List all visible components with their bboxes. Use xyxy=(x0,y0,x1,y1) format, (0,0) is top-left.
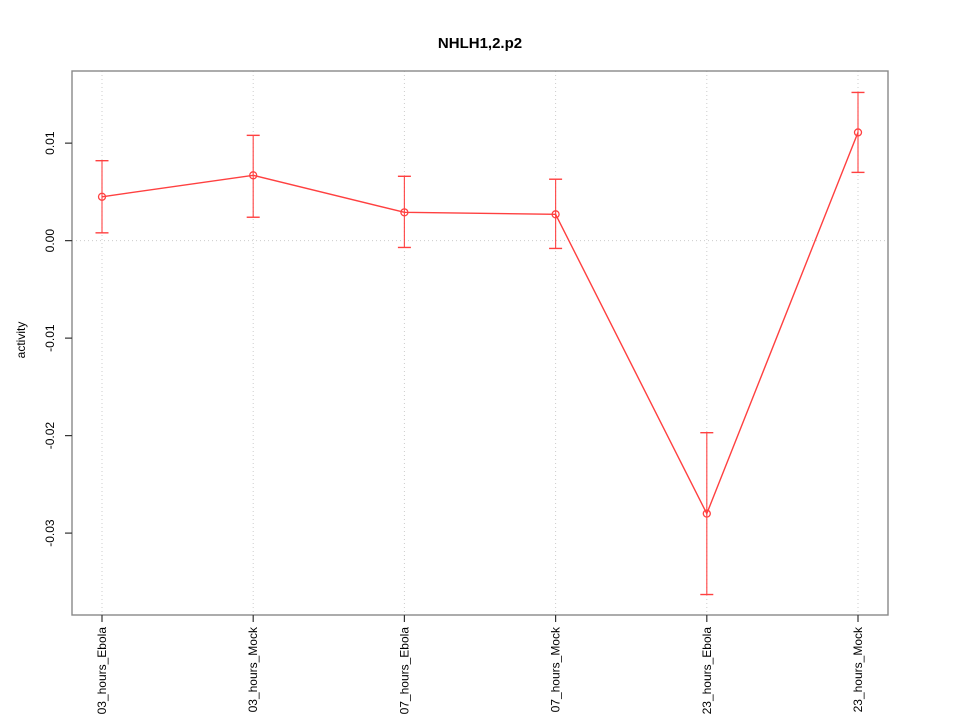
plot-box xyxy=(71,70,889,616)
data-point xyxy=(853,128,863,137)
series-line xyxy=(101,132,859,516)
data-point xyxy=(97,192,107,201)
y-tick-label: 0.01 xyxy=(43,131,57,155)
y-tick-label: -0.03 xyxy=(43,519,57,547)
x-tick-label: 07_hours_Ebola xyxy=(397,627,411,715)
series-layer xyxy=(95,91,865,596)
y-axis-title: activity xyxy=(14,322,28,359)
data-point xyxy=(551,210,560,219)
grid-layer xyxy=(72,71,888,615)
axis-layer: 0.01 0.00 -0.01 -0.02 -0.03 03_hours_Ebola 03_… xyxy=(43,70,889,715)
x-tick-label: 03_hours_Ebola xyxy=(95,627,109,715)
x-tick-label: 07_hours_Mock xyxy=(549,626,563,712)
y-tick-label: 0.00 xyxy=(43,229,57,253)
data-point xyxy=(400,208,409,217)
data-point xyxy=(702,509,711,518)
data-point xyxy=(249,171,258,180)
y-tick-label: -0.02 xyxy=(43,422,57,450)
chart-title: NHLH1,2.p2 xyxy=(438,35,522,52)
x-tick-label: 23_hours_Mock xyxy=(851,626,865,712)
x-tick-label: 23_hours_Ebola xyxy=(700,627,714,715)
y-tick-label: -0.01 xyxy=(43,324,57,352)
x-tick-label: 03_hours_Mock xyxy=(246,626,260,712)
